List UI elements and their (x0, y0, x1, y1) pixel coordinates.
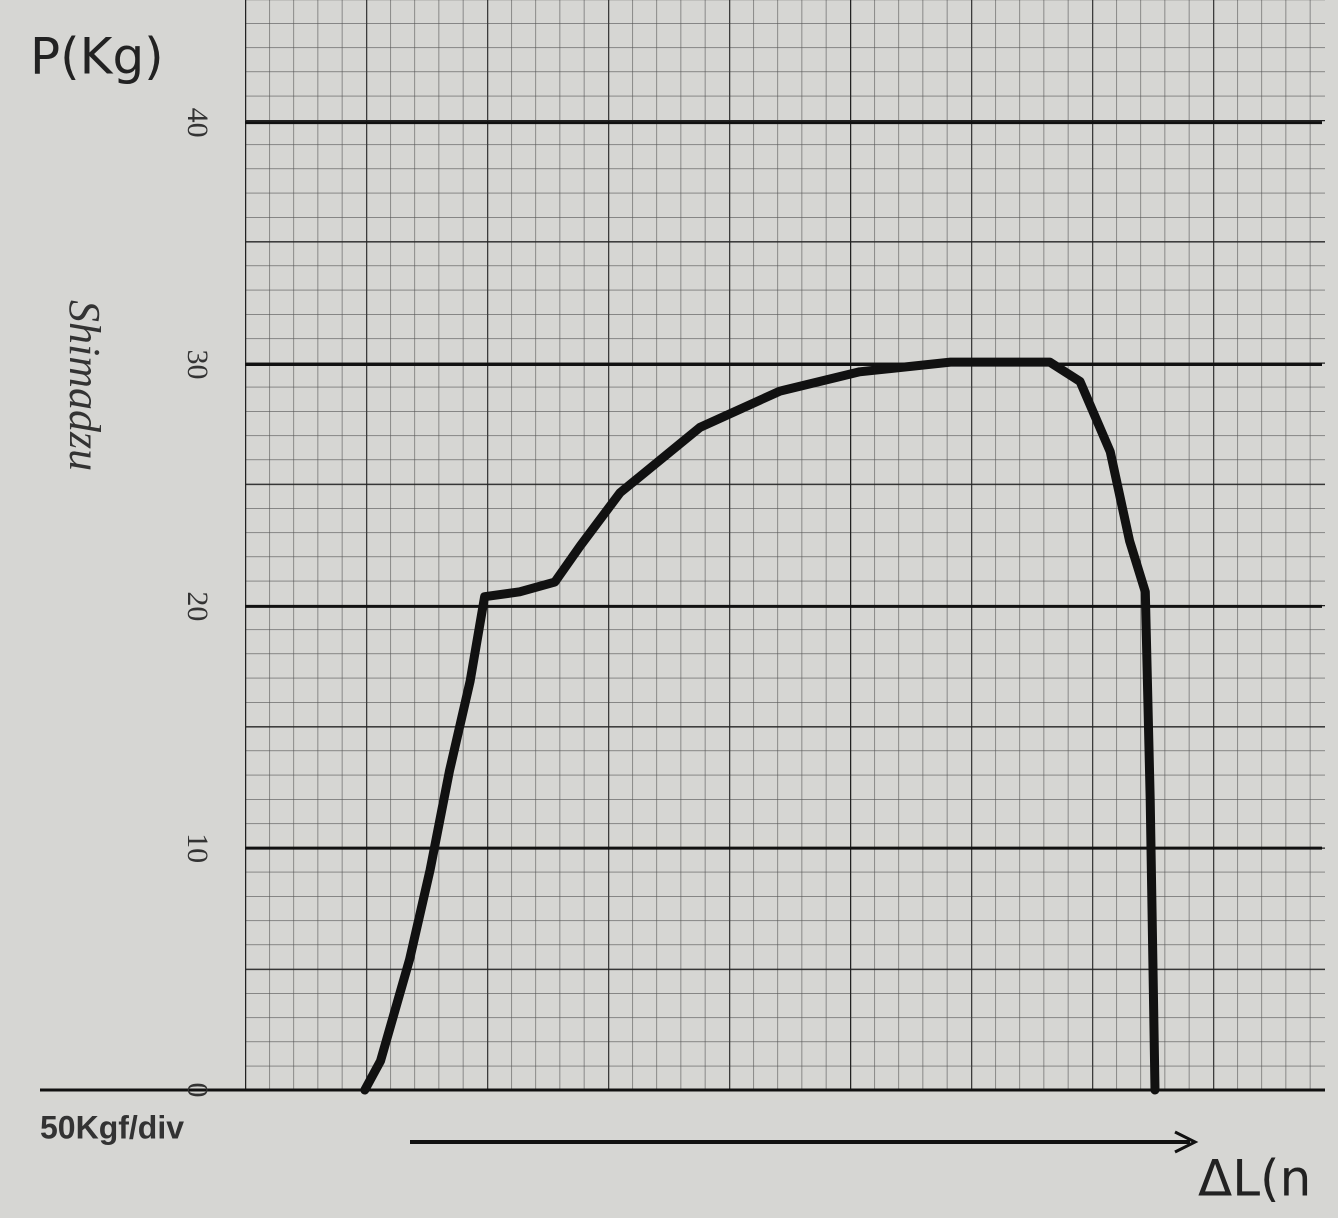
major-grid (245, 0, 1325, 1090)
y-tick-label: 10 (181, 833, 214, 863)
y-tick-label: 0 (181, 1083, 214, 1098)
x-axis-title: ΔL(n (1198, 1150, 1311, 1208)
brand: Shimadzu (60, 300, 109, 471)
arrow-head (1174, 1130, 1199, 1154)
load-curve (360, 357, 1160, 1095)
y-tick-label: 40 (181, 108, 214, 138)
y-tick-label: 20 (181, 591, 214, 621)
y-axis-title: P(Kg) (30, 28, 164, 86)
annotation: 50Kgf/div (40, 1109, 184, 1145)
y-tick-label: 30 (181, 350, 214, 380)
